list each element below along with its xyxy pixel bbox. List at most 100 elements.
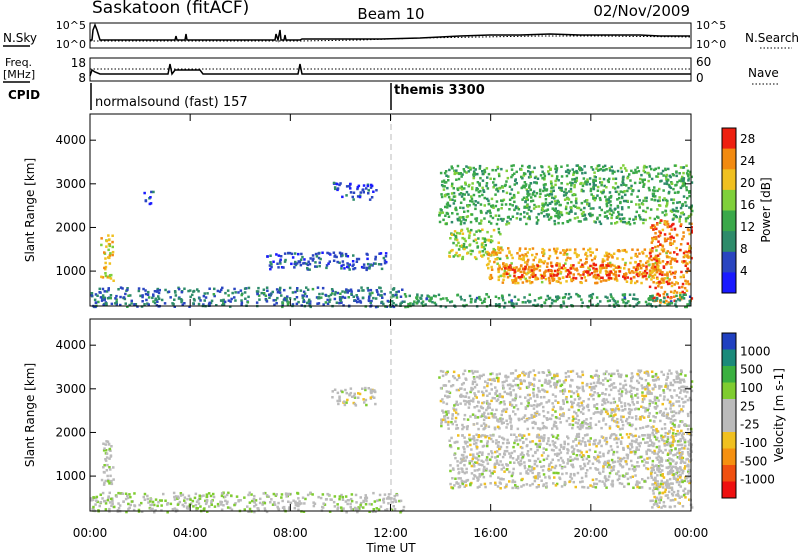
heatmap-cell (487, 402, 490, 406)
freq-left-tick-top: 18 (71, 56, 86, 70)
heatmap-cell (502, 298, 505, 302)
heatmap-cell (619, 200, 622, 204)
heatmap-cell (329, 293, 333, 297)
heatmap-cell (589, 250, 592, 254)
heatmap-cell (514, 179, 517, 183)
heatmap-cell (294, 290, 297, 294)
heatmap-cell (683, 286, 687, 290)
heatmap-cell (586, 254, 589, 258)
heatmap-cell (483, 217, 486, 220)
heatmap-cell (461, 244, 464, 247)
heatmap-cell (645, 267, 648, 271)
noise-right-tick-top: 10^5 (696, 19, 726, 32)
heatmap-cell (220, 494, 224, 498)
heatmap-cell (532, 388, 535, 391)
heatmap-cell (280, 294, 283, 297)
heatmap-cell (115, 495, 118, 498)
heatmap-cell (686, 173, 690, 177)
heatmap-cell (675, 170, 678, 173)
heatmap-cell (507, 272, 510, 275)
heatmap-cell (591, 213, 594, 217)
colorbar-swatch (722, 251, 736, 273)
heatmap-cell (686, 412, 690, 416)
heatmap-cell (514, 395, 518, 398)
heatmap-cell (645, 303, 649, 307)
heatmap-cell (321, 506, 325, 509)
heatmap-cell (675, 206, 678, 210)
heatmap-cell (542, 409, 545, 413)
heatmap-cell (580, 212, 584, 216)
heatmap-cell (489, 222, 493, 225)
heatmap-cell (461, 173, 464, 176)
colorbar-swatch (722, 272, 736, 294)
heatmap-cell (267, 495, 271, 498)
heatmap-cell (621, 181, 625, 185)
heatmap-cell (666, 199, 669, 203)
heatmap-cell (482, 190, 486, 193)
heatmap-cell (664, 209, 667, 213)
heatmap-cell (652, 415, 655, 418)
heatmap-cell (688, 247, 691, 250)
heatmap-cell (460, 383, 464, 386)
heatmap-cell (487, 452, 490, 456)
heatmap-cell (503, 403, 506, 406)
heatmap-cell (641, 180, 645, 184)
heatmap-cell (680, 204, 684, 207)
noise-left-label: N.Sky (3, 31, 37, 45)
heatmap-cell (194, 492, 198, 496)
heatmap-cell (566, 182, 569, 186)
heatmap-cell (678, 220, 681, 223)
heatmap-cell (531, 247, 535, 250)
heatmap-cell (684, 465, 687, 468)
heatmap-cell (457, 254, 460, 258)
heatmap-cell (594, 384, 598, 388)
heatmap-cell (631, 270, 634, 273)
heatmap-cell (346, 502, 349, 506)
heatmap-cell (243, 291, 247, 294)
heatmap-cell (551, 393, 555, 396)
heatmap-cell (573, 170, 576, 174)
heatmap-cell (615, 279, 619, 282)
heatmap-cell (536, 264, 540, 267)
heatmap-cell (172, 491, 176, 495)
heatmap-cell (487, 262, 490, 266)
heatmap-cell (430, 297, 433, 300)
heatmap-cell (181, 503, 184, 507)
noise-left-tick-bottom: 10^0 (56, 38, 86, 51)
heatmap-cell (478, 164, 482, 168)
heatmap-cell (687, 256, 690, 259)
heatmap-cell (592, 183, 595, 186)
heatmap-cell (102, 466, 105, 469)
heatmap-cell (629, 281, 633, 285)
heatmap-cell (593, 374, 597, 377)
heatmap-cell (522, 275, 525, 279)
heatmap-cell (108, 276, 111, 279)
heatmap-cell (177, 496, 180, 500)
heatmap-cell (625, 280, 629, 283)
heatmap-cell (163, 302, 167, 305)
heatmap-cell (220, 492, 224, 495)
heatmap-cell (156, 289, 159, 292)
heatmap-cell (653, 168, 656, 172)
heatmap-cell (463, 210, 466, 213)
heatmap-cell (542, 458, 546, 462)
heatmap-cell (587, 248, 590, 252)
heatmap-cell (636, 401, 639, 404)
heatmap-cell (115, 298, 118, 301)
heatmap-cell (248, 501, 252, 504)
heatmap-cell (514, 383, 517, 387)
heatmap-cell (356, 300, 359, 304)
heatmap-cell (119, 295, 122, 299)
colorbar-tick-label: 28 (740, 132, 755, 146)
heatmap-cell (501, 463, 504, 467)
heatmap-cell (166, 502, 170, 505)
heatmap-cell (527, 373, 530, 376)
heatmap-cell (596, 189, 600, 192)
heatmap-cell (617, 274, 621, 277)
heatmap-cell (279, 262, 282, 265)
heatmap-cell (186, 507, 190, 510)
heatmap-cell (446, 396, 449, 399)
heatmap-cell (635, 280, 639, 283)
heatmap-cell (591, 478, 595, 482)
